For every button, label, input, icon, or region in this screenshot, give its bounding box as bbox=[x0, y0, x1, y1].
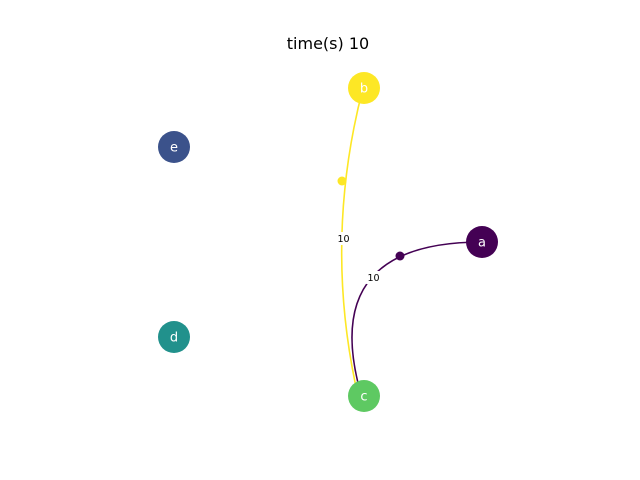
node-e: e bbox=[158, 131, 190, 163]
node-e-label: e bbox=[170, 141, 178, 156]
node-a: a bbox=[466, 226, 498, 258]
edge-a-c-arrow-dot bbox=[395, 251, 405, 261]
edge-b-c-label-box bbox=[335, 232, 352, 245]
node-a-label: a bbox=[478, 236, 486, 251]
node-c: c bbox=[348, 380, 380, 412]
node-d-label: d bbox=[170, 331, 178, 346]
node-b-label: b bbox=[360, 82, 368, 97]
node-d: d bbox=[158, 321, 190, 353]
node-e-circle bbox=[158, 131, 190, 163]
edge-a-c-label-box bbox=[365, 271, 382, 284]
node-b-circle bbox=[348, 72, 380, 104]
node-d-circle bbox=[158, 321, 190, 353]
edge-a-c: 10 bbox=[351, 241, 483, 384]
edge-b-c-label: 10 bbox=[337, 234, 349, 245]
edge-a-c-label: 10 bbox=[367, 273, 379, 284]
node-c-label: c bbox=[360, 390, 367, 405]
edge-b-c: 10 bbox=[335, 87, 364, 397]
node-b: b bbox=[348, 72, 380, 104]
edge-b-c-arrow-dot bbox=[337, 176, 347, 186]
node-c-circle bbox=[348, 380, 380, 412]
node-a-circle bbox=[466, 226, 498, 258]
diagram-title: time(s) 10 bbox=[287, 34, 369, 53]
